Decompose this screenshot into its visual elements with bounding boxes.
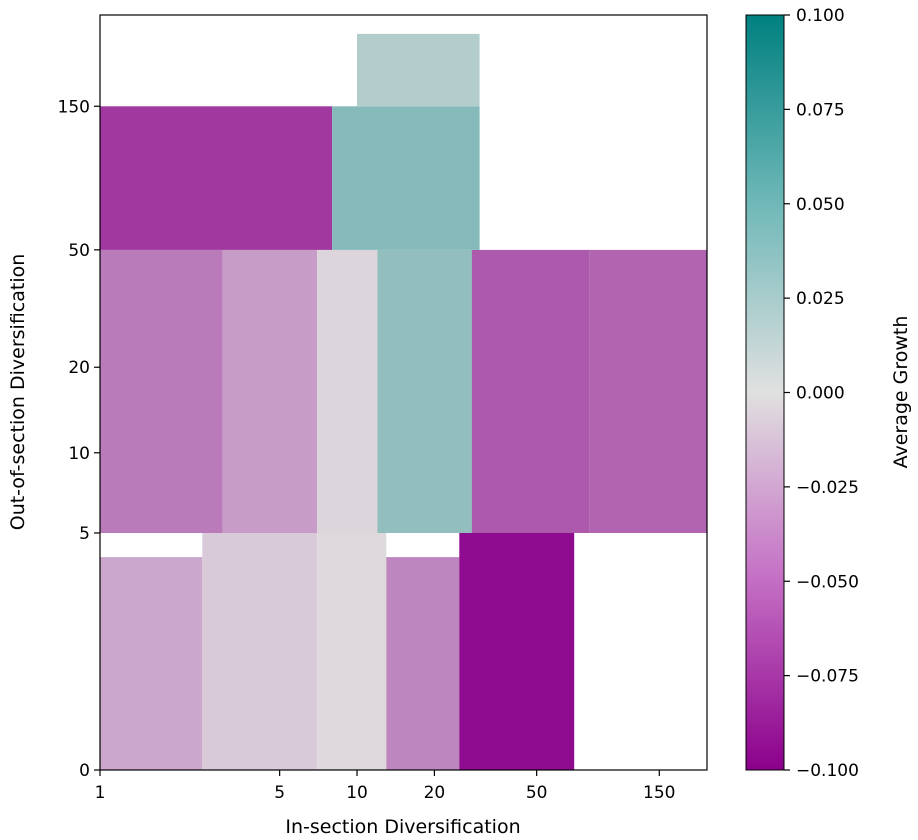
heatmap-cells [100, 33, 707, 770]
heatmap-cell [317, 533, 387, 770]
heatmap-cell [357, 33, 480, 107]
colorbar-tick-label: −0.100 [796, 761, 859, 781]
y-tick-label: 0 [79, 761, 90, 781]
heatmap-cell [202, 533, 318, 770]
colorbar-tick-label: −0.075 [796, 667, 859, 687]
heatmap-cell [471, 249, 590, 533]
heatmap-cell [222, 249, 318, 533]
colorbar-ticks: 0.100 0.075 0.050 0.025 0.000 −0.025 −0.050 −0.… [784, 6, 859, 781]
colorbar [745, 14, 785, 771]
colorbar-tick-label: 0.000 [796, 384, 845, 404]
heatmap-cell [459, 533, 575, 770]
colorbar-tick-label: 0.050 [796, 195, 845, 215]
plot-frame [99, 14, 708, 771]
colorbar-tick-label: 0.100 [796, 6, 845, 26]
heatmap-cell [100, 249, 223, 533]
x-axis-label: In-section Diversification [285, 816, 520, 838]
colorbar-tick-label: −0.050 [796, 572, 859, 592]
colorbar-tick-label: 0.025 [796, 289, 845, 309]
x-tick-label: 5 [274, 783, 285, 803]
x-tick-label: 10 [346, 783, 368, 803]
y-tick-label: 20 [68, 358, 90, 378]
colorbar-tick-label: −0.025 [796, 478, 859, 498]
heatmap-cell [332, 106, 480, 250]
x-axis-ticks: 1 5 10 20 50 150 [95, 770, 676, 803]
heatmap-cell [377, 249, 472, 533]
heatmap-cell [386, 557, 460, 770]
x-tick-label: 1 [95, 783, 106, 803]
y-tick-label: 5 [79, 524, 90, 544]
heatmap-cell [100, 557, 203, 770]
y-tick-label: 10 [68, 444, 90, 464]
colorbar-label: Average Growth [890, 316, 912, 469]
y-tick-label: 150 [58, 97, 90, 117]
heatmap-cell [589, 249, 707, 533]
x-tick-label: 20 [424, 783, 446, 803]
y-axis-ticks: 0 5 10 20 50 150 [58, 97, 100, 781]
heatmap-cell [317, 249, 378, 533]
x-tick-label: 50 [526, 783, 548, 803]
x-tick-label: 150 [643, 783, 675, 803]
y-tick-label: 50 [68, 241, 90, 261]
heatmap-cell [100, 106, 333, 250]
colorbar-tick-label: 0.075 [796, 100, 845, 120]
y-axis-label: Out-of-section Diversification [7, 254, 29, 531]
